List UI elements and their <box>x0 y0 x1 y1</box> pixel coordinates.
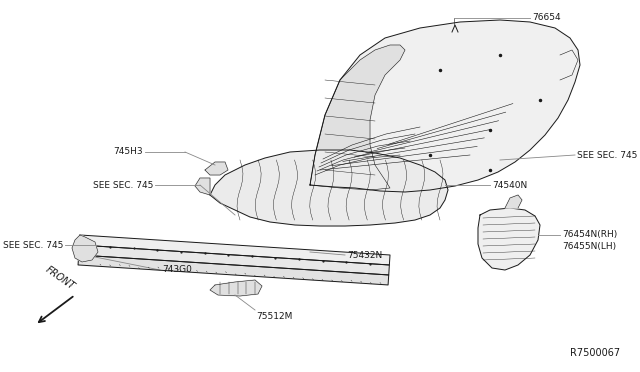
Polygon shape <box>205 162 228 175</box>
Polygon shape <box>210 280 262 296</box>
Text: 76454N(RH)
76455N(LH): 76454N(RH) 76455N(LH) <box>562 230 617 251</box>
Polygon shape <box>78 255 388 285</box>
Polygon shape <box>79 245 389 275</box>
Text: FRONT: FRONT <box>44 265 77 292</box>
Text: R7500067: R7500067 <box>570 348 620 358</box>
Polygon shape <box>505 195 522 208</box>
Text: 75512M: 75512M <box>256 312 292 321</box>
Polygon shape <box>478 208 540 270</box>
Text: 76654: 76654 <box>532 13 561 22</box>
Text: 75432N: 75432N <box>347 250 382 260</box>
Text: 74540N: 74540N <box>492 180 527 189</box>
Polygon shape <box>195 178 210 195</box>
Text: 745H3: 745H3 <box>113 148 143 157</box>
Polygon shape <box>79 235 390 265</box>
Polygon shape <box>72 235 98 262</box>
Text: SEE SEC. 745: SEE SEC. 745 <box>93 180 153 189</box>
Text: 743G0: 743G0 <box>162 266 192 275</box>
Polygon shape <box>310 20 580 192</box>
Text: SEE SEC. 745: SEE SEC. 745 <box>3 241 63 250</box>
Text: SEE SEC. 745: SEE SEC. 745 <box>577 151 637 160</box>
Polygon shape <box>210 150 448 226</box>
Polygon shape <box>310 45 405 190</box>
